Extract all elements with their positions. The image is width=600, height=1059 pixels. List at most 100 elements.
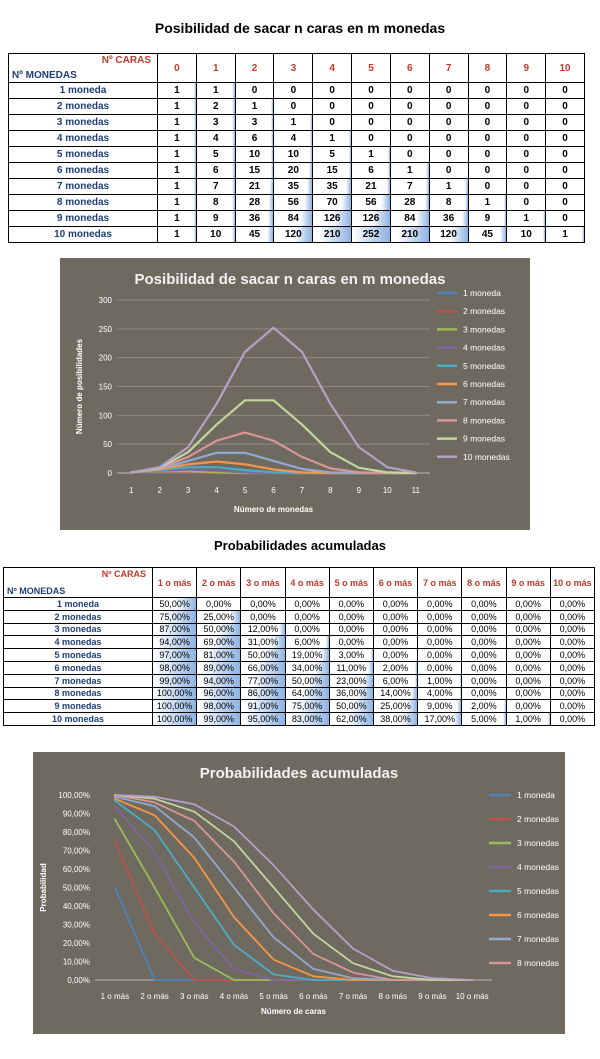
cell-data-bar (232, 227, 235, 242)
row-label: 3 monedas (8, 114, 158, 131)
row-label: 3 monedas (3, 622, 153, 637)
cell-value: 0 (407, 133, 413, 144)
cell-value: 50,00% (336, 701, 367, 712)
table-cell: 5,00% (461, 712, 507, 726)
table-cell: 0 (467, 178, 508, 195)
table-cell: 1 (273, 114, 314, 131)
cell-data-bar (459, 687, 462, 700)
table-cell: 2,00% (461, 699, 507, 714)
cell-data-bar (193, 195, 196, 210)
cell-value: 81,00% (203, 650, 235, 661)
table-cell: 1 (506, 210, 547, 227)
table-cell: 0,00% (417, 622, 463, 637)
cell-data-bar (397, 227, 429, 242)
cell-data-bar (301, 687, 329, 700)
chart-title: Posibilidad de sacar n caras en m moneda… (135, 271, 446, 288)
legend-entry: 3 monedas (463, 324, 505, 334)
x-tick-label: 4 o más (220, 992, 248, 1001)
x-tick-label: 2 (157, 486, 162, 495)
cell-value: 0 (368, 85, 374, 96)
cell-value: 1,00% (426, 675, 453, 686)
series-line-7 (113, 794, 474, 981)
chart-title: Probabilidades acumuladas (200, 765, 398, 782)
row-label: 10 monedas (8, 226, 158, 243)
table-cell: 35 (312, 178, 353, 195)
table-cell: 0,00% (549, 712, 596, 726)
table-cell: 1 (195, 82, 236, 99)
table2-title: Probabilidades acumuladas (214, 538, 386, 553)
cell-value: 94,00% (203, 675, 235, 686)
table-cell: 0 (351, 130, 391, 147)
cell-value: 6,00% (382, 675, 409, 686)
legend-entry: 8 monedas (517, 958, 559, 968)
cell-value: 0,00% (338, 611, 365, 622)
table-row: 4 monedas 1 4 6 4 1 0 0 0 0 0 0 (8, 130, 585, 147)
cell-data-bar (386, 179, 390, 194)
table-cell: 96,00% (196, 686, 242, 701)
cell-value: 0 (484, 85, 491, 96)
cell-value: 100,00% (156, 688, 193, 699)
table-cell: 75,00% (151, 609, 198, 624)
table-cell: 0,00% (549, 597, 596, 611)
cell-value: 1 (368, 149, 374, 160)
cell-value: 1 (484, 197, 491, 208)
cell-value: 64,00% (291, 688, 323, 699)
row-label: 6 monedas (8, 162, 158, 179)
cell-value: 1 (329, 133, 335, 144)
table-cell: 21 (234, 178, 275, 195)
cell-data-bar (320, 649, 329, 661)
table-cell: 5 (312, 146, 353, 163)
cell-value: 75,00% (291, 701, 323, 712)
table-cell: 70 (312, 194, 353, 211)
x-tick-label: 2 o más (140, 992, 168, 1001)
table-cell: 1 (157, 114, 197, 131)
cell-value: 0,00% (515, 688, 541, 699)
table-cell: 0 (428, 114, 469, 131)
cell-value: 87,00% (159, 624, 190, 635)
cell-value: 0 (407, 101, 413, 112)
table-cell: 77,00% (240, 673, 286, 688)
cell-data-bar (153, 661, 197, 674)
table-cell: 0,00% (505, 635, 551, 650)
table-cell: 0,00% (461, 622, 507, 637)
table-cell: 0,00% (328, 609, 374, 624)
table-row: 10 monedas 1 10 45 120 210 252 210 120 45 10 1 (8, 226, 585, 243)
table-cell: 0 (273, 82, 314, 99)
cell-value: 50,00% (247, 650, 279, 661)
table-row: 8 monedas 100,00% 96,00% 86,00% 64,00% 36,00%… (3, 686, 596, 701)
cell-value: 0,00% (338, 598, 365, 609)
table-cell: 86,00% (240, 686, 286, 701)
cell-data-bar (381, 195, 390, 210)
cell-value: 0 (562, 149, 568, 160)
column-header: 10 o más (549, 567, 596, 598)
cell-data-bar (271, 99, 274, 114)
cell-value: 0,00% (338, 624, 365, 635)
cell-data-bar (368, 661, 373, 674)
cell-value: 0,00% (294, 624, 320, 635)
table-cell: 0,00% (461, 635, 507, 650)
y-tick-label: 90,00% (63, 810, 90, 819)
legend-entry: 7 monedas (463, 397, 505, 407)
cell-value: 10 (210, 229, 222, 240)
table-cell: 1 (157, 210, 197, 227)
table-cell: 9 (467, 210, 508, 227)
table-cell: 0 (467, 82, 508, 99)
table-cell: 0 (545, 130, 585, 147)
table-cell: 0,00% (549, 635, 596, 650)
column-header: 5 (351, 53, 391, 83)
cell-data-bar (198, 687, 241, 700)
table-cell: 3 (234, 114, 275, 131)
x-tick-label: 3 (186, 486, 191, 495)
cell-data-bar (232, 115, 235, 130)
cell-data-bar (371, 649, 373, 661)
cell-data-bar (198, 700, 241, 713)
table-cell: 0,00% (549, 699, 596, 714)
table-cell: 0,00% (461, 673, 507, 688)
table-cell: 1 (351, 146, 391, 163)
table-cell: 84 (389, 210, 430, 227)
cell-data-bar (229, 610, 241, 623)
column-header: 7 o más (417, 567, 463, 598)
table-cell: 0,00% (372, 597, 419, 611)
table-cell: 100,00% (151, 686, 198, 701)
table1-title: Posibilidad de sacar n caras en m moneda… (154, 20, 446, 36)
